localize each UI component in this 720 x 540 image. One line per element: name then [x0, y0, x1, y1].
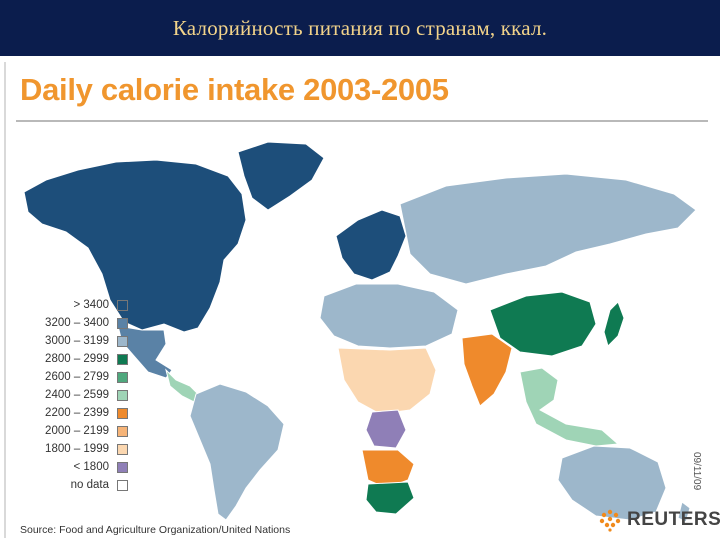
title-divider — [16, 120, 708, 122]
legend-swatch — [117, 407, 128, 419]
reuters-wordmark: REUTERS — [627, 509, 720, 530]
region-south-america — [189, 383, 285, 521]
slide-title: Калорийность питания по странам, ккал. — [172, 15, 548, 40]
legend-label: 2600 – 2799 — [45, 371, 109, 383]
world-map — [23, 141, 697, 523]
legend-label: 3200 – 3400 — [45, 317, 109, 329]
legend-item: 2400 – 2599 — [18, 386, 128, 404]
reuters-logo: REUTERS — [598, 508, 720, 532]
legend-item: 2200 – 2399 — [18, 404, 128, 422]
legend-item: > 3400 — [18, 296, 128, 314]
slide-header: Калорийность питания по странам, ккал. — [0, 0, 720, 56]
region-russia — [399, 173, 697, 285]
legend-label: 2200 – 2399 — [45, 407, 109, 419]
legend-label: no data — [70, 479, 109, 491]
legend-swatch — [117, 353, 128, 365]
legend-item: 1800 – 1999 — [18, 440, 128, 458]
region-central-africa — [337, 347, 437, 415]
legend-swatch — [117, 389, 128, 401]
source-note: Source: Food and Agriculture Organizatio… — [20, 524, 291, 536]
region-australia — [557, 445, 667, 521]
map-title: Daily calorie intake 2003-2005 — [20, 72, 449, 107]
legend-swatch — [117, 335, 128, 347]
legend-item: 2800 – 2999 — [18, 350, 128, 368]
legend-swatch — [117, 299, 128, 311]
region-southeast-asia — [519, 367, 620, 447]
region-greenland — [237, 141, 325, 211]
region-dr-congo — [365, 409, 407, 449]
region-north-africa — [319, 283, 459, 349]
legend-label: 1800 – 1999 — [45, 443, 109, 455]
region-southern-africa — [361, 449, 415, 489]
map-card: Daily calorie intake 2003-2005 — [4, 62, 720, 538]
legend-swatch — [117, 317, 128, 329]
legend-label: 3000 – 3199 — [45, 335, 109, 347]
legend-item: 2000 – 2199 — [18, 422, 128, 440]
reuters-dots-icon — [599, 509, 621, 532]
legend-item: < 1800 — [18, 458, 128, 476]
region-mexico — [117, 325, 173, 379]
legend-swatch — [117, 425, 128, 437]
legend-label: 2800 – 2999 — [45, 353, 109, 365]
legend-label: < 1800 — [73, 461, 110, 473]
region-north-america — [23, 159, 247, 333]
legend-item: 3200 – 3400 — [18, 314, 128, 332]
legend-swatch — [117, 371, 128, 383]
legend-label: 2000 – 2199 — [45, 425, 109, 437]
region-india — [461, 333, 513, 407]
region-japan — [603, 301, 625, 347]
legend-label: 2400 – 2599 — [45, 389, 109, 401]
legend-item: no data — [18, 476, 128, 494]
region-china — [489, 291, 597, 357]
legend-label: > 3400 — [73, 299, 110, 311]
legend-item: 3000 – 3199 — [18, 332, 128, 350]
legend-swatch — [117, 479, 128, 491]
region-western-europe — [335, 209, 407, 281]
map-legend: > 3400 3200 – 3400 3000 – 3199 2800 – 2999 2… — [18, 296, 128, 494]
region-south-africa — [365, 481, 415, 515]
region-new-zealand — [677, 501, 691, 523]
legend-item: 2600 – 2799 — [18, 368, 128, 386]
date-stamp: 09/11/09 — [691, 452, 702, 491]
legend-swatch — [117, 443, 128, 455]
legend-swatch — [117, 461, 128, 473]
